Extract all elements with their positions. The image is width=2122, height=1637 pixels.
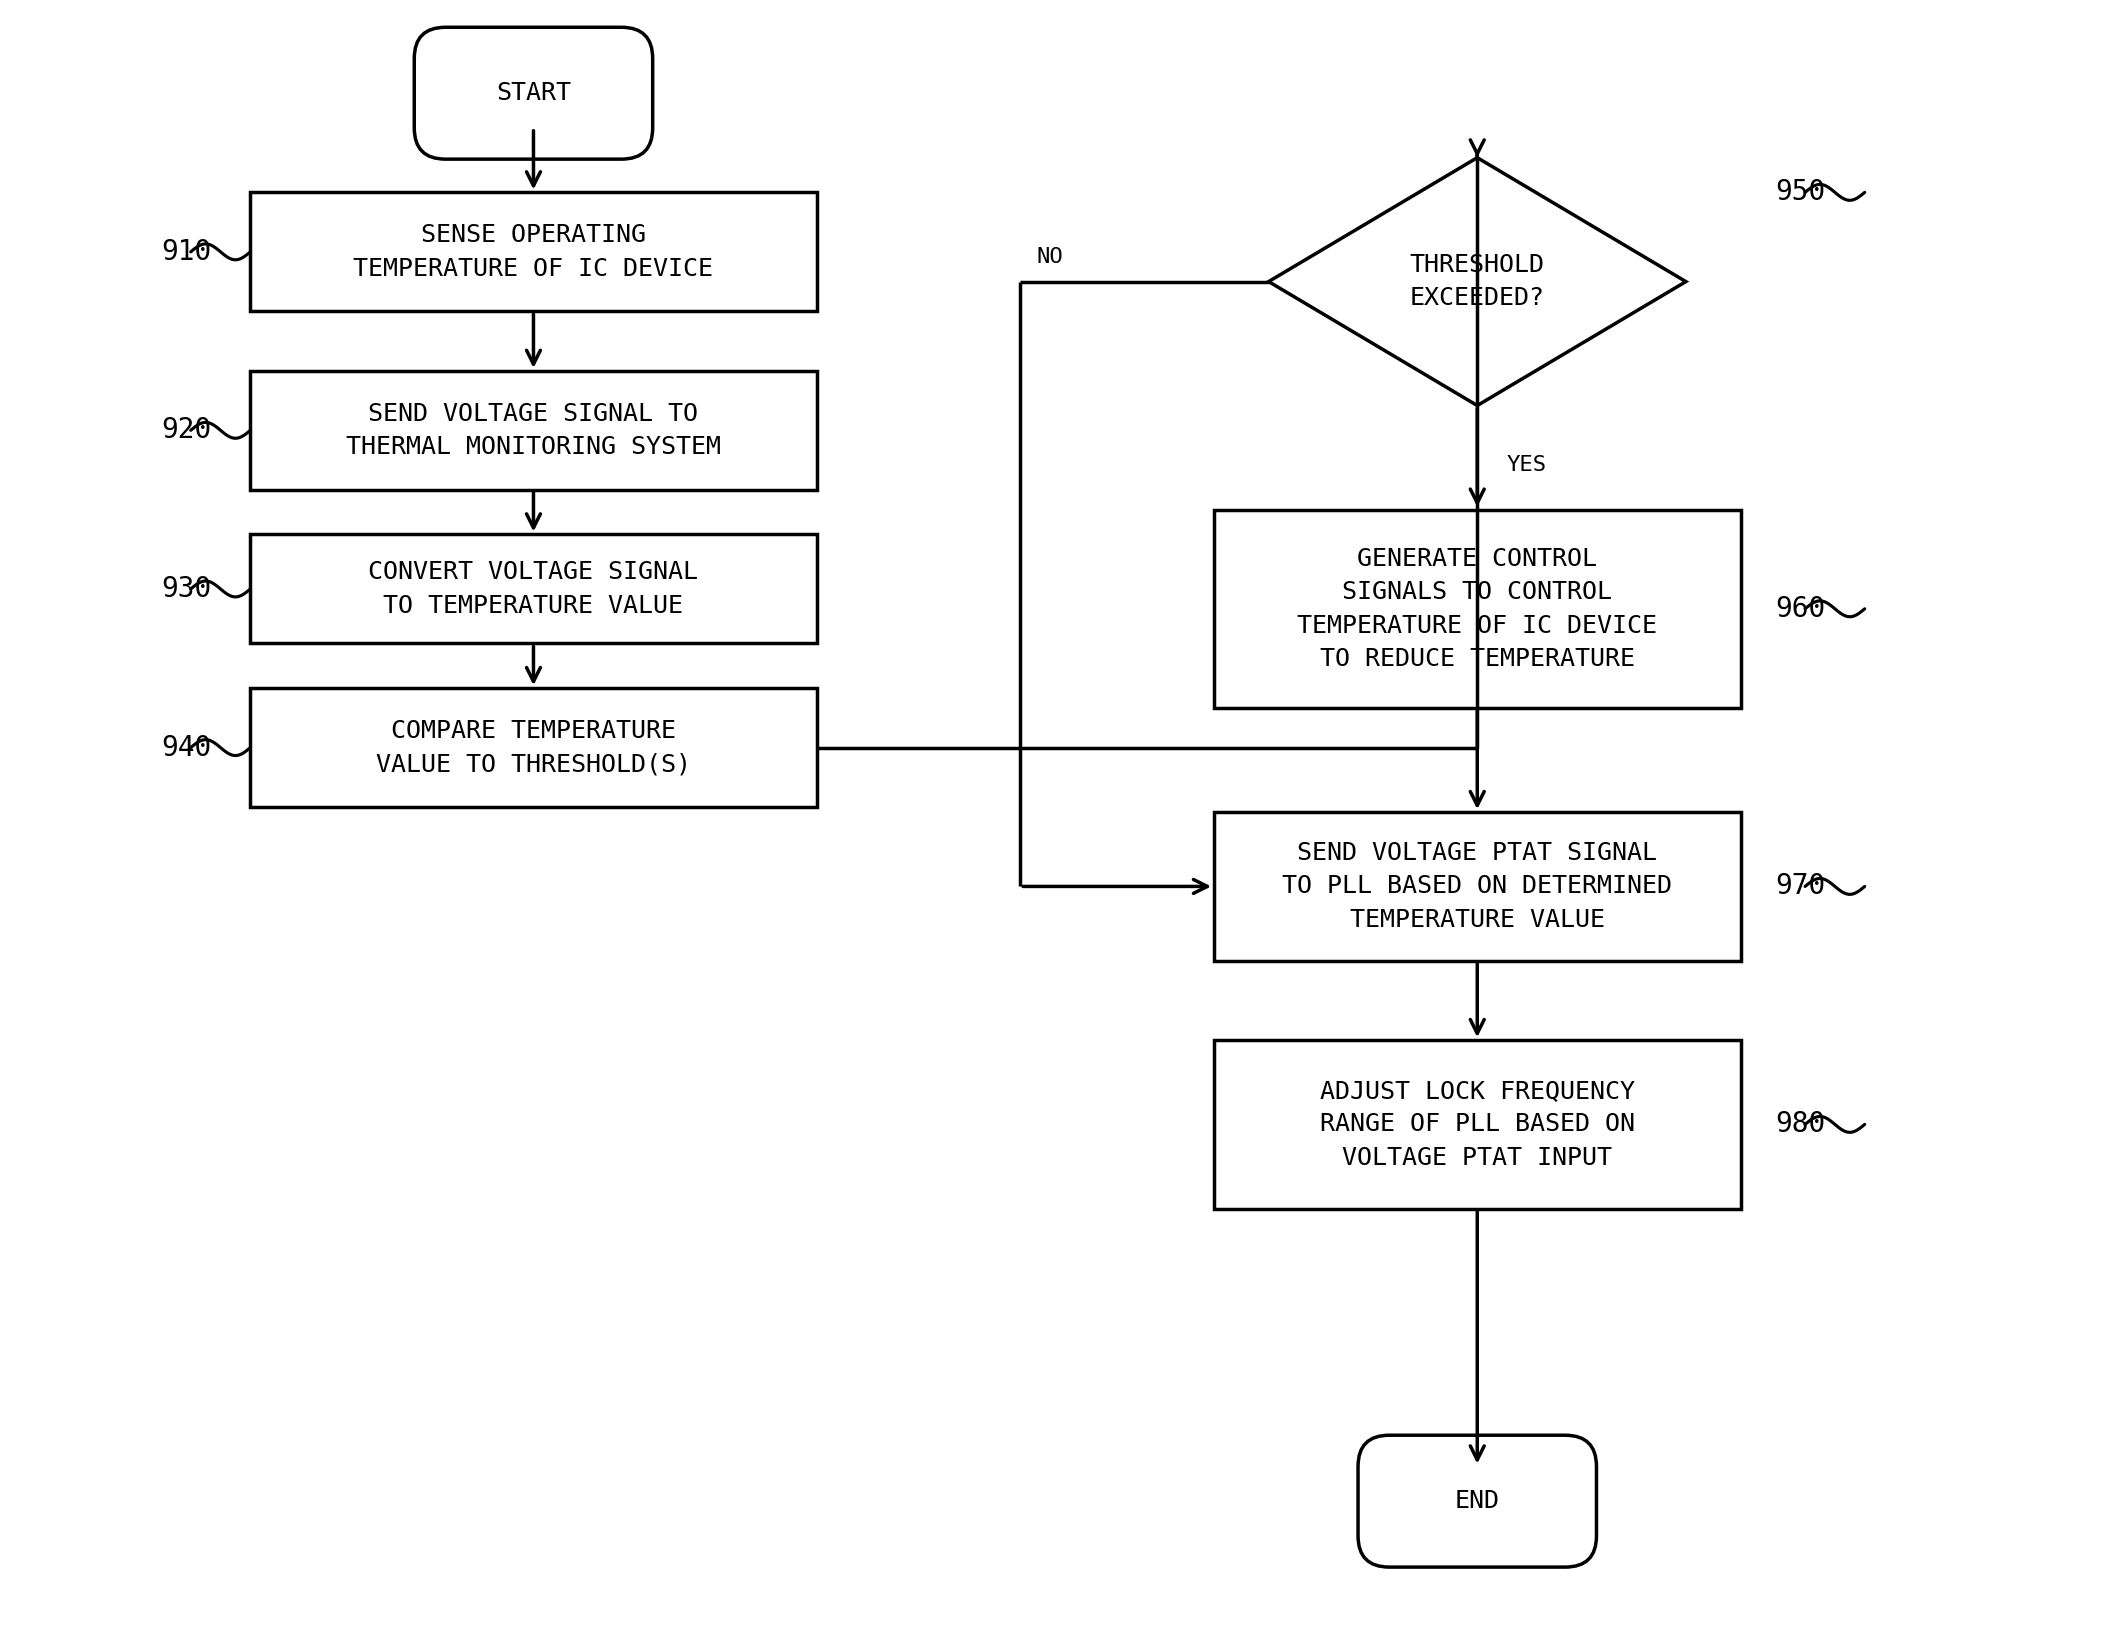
Text: SEND VOLTAGE PTAT SIGNAL
TO PLL BASED ON DETERMINED
TEMPERATURE VALUE: SEND VOLTAGE PTAT SIGNAL TO PLL BASED ON… <box>1282 841 1672 931</box>
Bar <box>250 193 817 311</box>
Text: GENERATE CONTROL
SIGNALS TO CONTROL
TEMPERATURE OF IC DEVICE
TO REDUCE TEMPERATU: GENERATE CONTROL SIGNALS TO CONTROL TEMP… <box>1297 547 1657 671</box>
Bar <box>250 534 817 643</box>
FancyBboxPatch shape <box>414 28 654 159</box>
Text: 930: 930 <box>161 575 212 602</box>
Text: THRESHOLD
EXCEEDED?: THRESHOLD EXCEEDED? <box>1409 252 1545 311</box>
Text: COMPARE TEMPERATURE
VALUE TO THRESHOLD(S): COMPARE TEMPERATURE VALUE TO THRESHOLD(S… <box>376 719 692 776</box>
Bar <box>250 688 817 807</box>
Bar <box>1214 812 1740 961</box>
Text: END: END <box>1456 1490 1500 1513</box>
Text: ADJUST LOCK FREQUENCY
RANGE OF PLL BASED ON
VOLTAGE PTAT INPUT: ADJUST LOCK FREQUENCY RANGE OF PLL BASED… <box>1320 1079 1634 1170</box>
Text: NO: NO <box>1038 247 1063 267</box>
Bar <box>1214 1039 1740 1208</box>
Text: YES: YES <box>1507 455 1547 475</box>
FancyBboxPatch shape <box>1358 1436 1596 1567</box>
Text: CONVERT VOLTAGE SIGNAL
TO TEMPERATURE VALUE: CONVERT VOLTAGE SIGNAL TO TEMPERATURE VA… <box>369 560 698 617</box>
Text: SENSE OPERATING
TEMPERATURE OF IC DEVICE: SENSE OPERATING TEMPERATURE OF IC DEVICE <box>354 223 713 280</box>
Text: 970: 970 <box>1776 873 1825 900</box>
Text: 920: 920 <box>161 416 212 444</box>
Text: SEND VOLTAGE SIGNAL TO
THERMAL MONITORING SYSTEM: SEND VOLTAGE SIGNAL TO THERMAL MONITORIN… <box>346 401 721 458</box>
Text: START: START <box>497 82 571 105</box>
Bar <box>1214 509 1740 707</box>
Text: 910: 910 <box>161 237 212 265</box>
Text: 960: 960 <box>1776 594 1825 622</box>
Text: 940: 940 <box>161 733 212 761</box>
Polygon shape <box>1269 157 1685 406</box>
Text: 980: 980 <box>1776 1110 1825 1138</box>
Text: 950: 950 <box>1776 178 1825 206</box>
Bar <box>250 372 817 489</box>
